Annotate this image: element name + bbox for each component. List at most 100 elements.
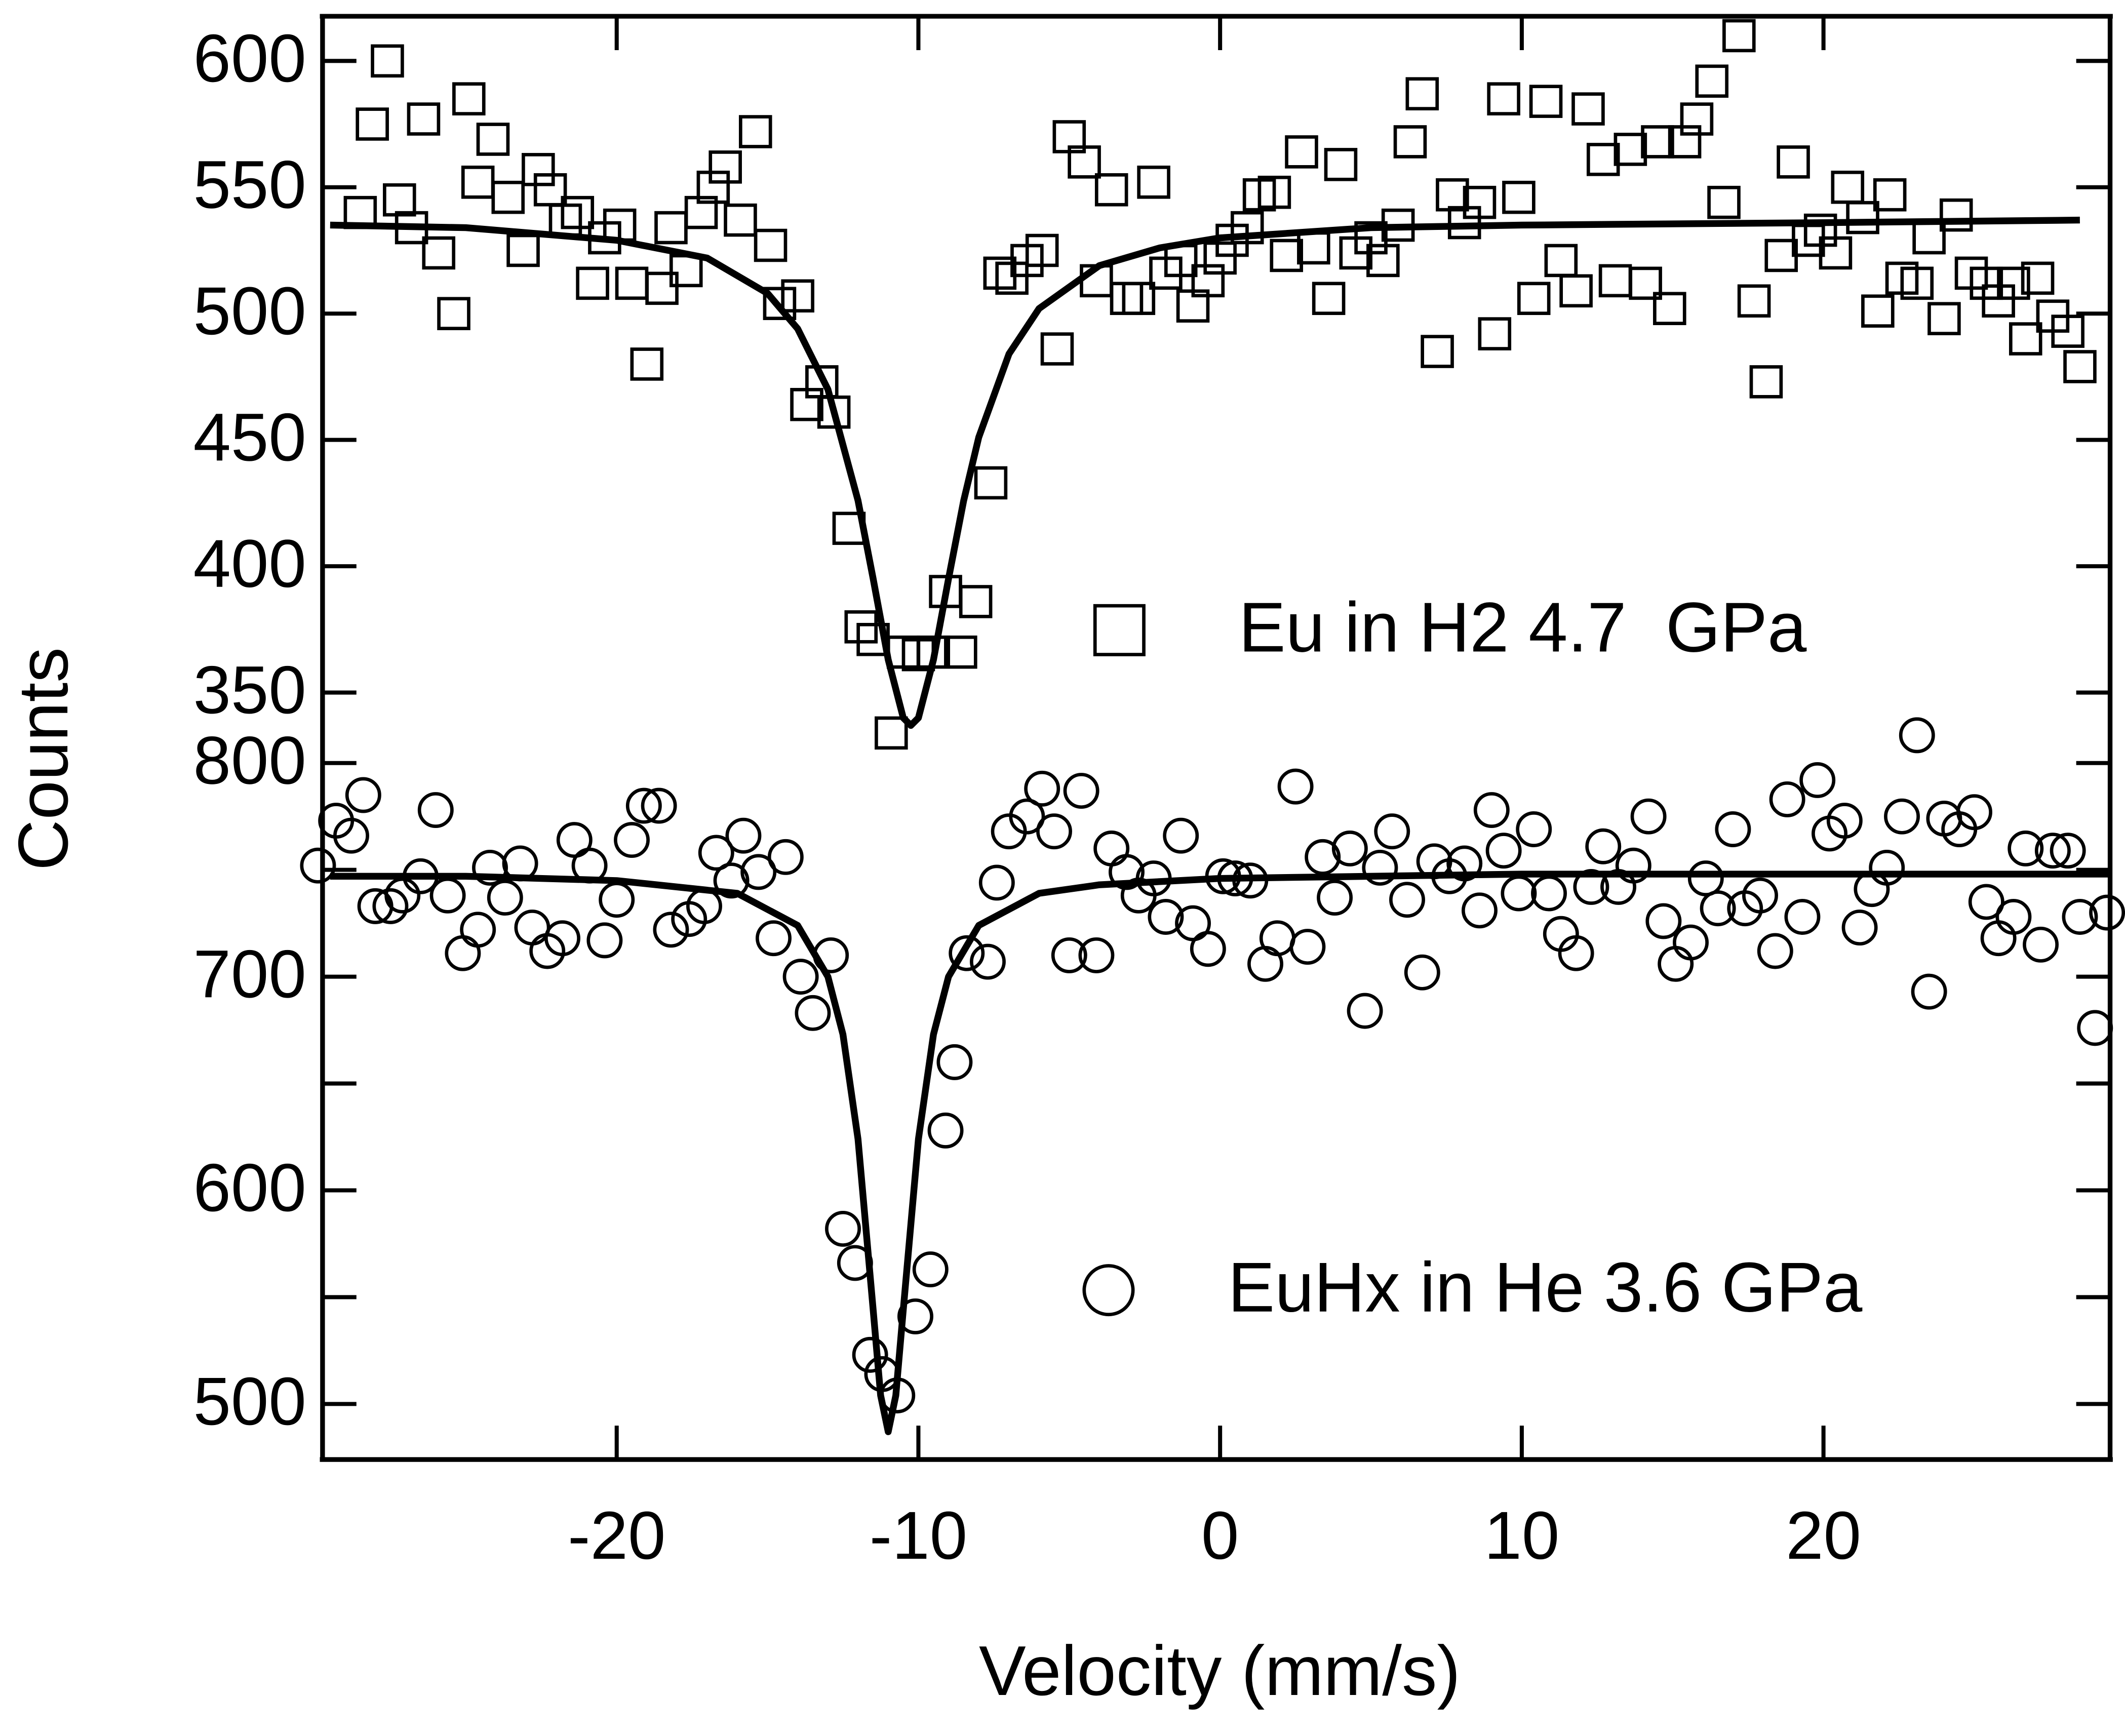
marker-square [781, 279, 814, 313]
marker-circle [333, 817, 369, 854]
marker-circle [725, 817, 762, 854]
marker-circle [949, 935, 985, 971]
marker-square [356, 107, 389, 141]
marker-circle [487, 880, 523, 916]
marker-square [1040, 332, 1074, 366]
marker-square [875, 716, 908, 750]
marker-square [1529, 85, 1563, 118]
marker-circle [970, 943, 1006, 980]
marker-square [2021, 261, 2055, 295]
marker-square [1366, 244, 1400, 278]
fit-line [330, 216, 2080, 729]
marker-square [1068, 145, 1101, 179]
marker-circle [1305, 839, 1341, 875]
x-axis-label: Velocity (mm/s) [979, 1632, 1461, 1710]
marker-circle [1769, 781, 1805, 817]
marker-circle [756, 920, 792, 957]
marker-square [522, 153, 555, 186]
marker-circle [1078, 937, 1115, 973]
marker-circle [1715, 811, 1751, 847]
marker-circle [1516, 811, 1552, 847]
marker-square [1231, 211, 1264, 245]
marker-square [1819, 236, 1853, 270]
marker-circle [912, 1251, 949, 1288]
marker-circle [1826, 803, 1863, 839]
marker-circle [625, 787, 662, 824]
y-tick-label: 600 [193, 1150, 306, 1226]
marker-circle [1869, 849, 1905, 886]
marker-circle [1673, 924, 1709, 961]
marker-square [959, 585, 993, 618]
marker-square [1653, 292, 1686, 326]
marker-circle [740, 854, 777, 890]
marker-circle [1331, 831, 1368, 866]
marker-circle [978, 864, 1015, 901]
marker-circle [2089, 894, 2125, 931]
marker-circle [782, 959, 819, 995]
marker-square [1122, 282, 1156, 315]
marker-circle [641, 787, 677, 824]
marker-circle [713, 862, 750, 899]
marker-square [1421, 335, 1454, 368]
marker-square [1707, 185, 1741, 219]
marker-square [407, 102, 441, 136]
marker-circle [2023, 926, 2059, 963]
marker-circle [1362, 849, 1398, 886]
marker-square [452, 82, 486, 115]
marker-circle [1347, 993, 1383, 1029]
marker-square [630, 347, 664, 381]
marker-square [1997, 266, 2030, 300]
marker-circle [1190, 931, 1226, 967]
marker-circle [2008, 831, 2044, 866]
legend-label: EuHx in He 3.6 GPa [1228, 1248, 1862, 1327]
marker-circle [345, 777, 381, 813]
marker-circle [1899, 717, 1935, 754]
marker-circle [698, 835, 734, 871]
marker-square [2063, 350, 2097, 383]
marker-square [974, 466, 1008, 500]
marker-circle [586, 922, 623, 959]
marker-circle [825, 1210, 861, 1247]
x-tick-label: 0 [1201, 1498, 1239, 1573]
marker-circle [1615, 847, 1651, 884]
marker-circle [1109, 854, 1145, 890]
marker-square [1970, 266, 2003, 300]
marker-circle [1063, 773, 1099, 809]
marker-circle [300, 847, 336, 884]
y-tick-label: 500 [193, 1364, 306, 1439]
marker-circle [767, 839, 804, 875]
marker-square [1312, 282, 1346, 315]
marker-circle [1277, 768, 1314, 805]
marker-square [1668, 125, 1702, 159]
marker-circle [1742, 877, 1778, 914]
marker-square [1927, 302, 1961, 335]
marker-circle [614, 822, 650, 858]
x-tick-label: 20 [1786, 1498, 1861, 1573]
marker-square [1900, 266, 1934, 300]
marker-circle [1968, 884, 2004, 920]
legend-marker [1093, 604, 1146, 656]
marker-square [2009, 322, 2042, 356]
marker-square [1737, 284, 1771, 318]
marker-square [1749, 365, 1783, 399]
marker-circle [2077, 1010, 2113, 1046]
marker-square [724, 203, 757, 237]
marker-square [763, 287, 797, 321]
marker-circle [1009, 798, 1045, 835]
marker-square [1502, 180, 1536, 214]
marker-circle [1148, 899, 1184, 935]
marker-square [383, 183, 416, 217]
marker-square [1846, 201, 1879, 234]
y-tick-label: 700 [193, 936, 306, 1012]
marker-circle [1446, 845, 1483, 882]
marker-square [684, 195, 718, 229]
marker-circle [1630, 798, 1667, 835]
marker-circle [1558, 935, 1594, 971]
marker-square [1025, 233, 1059, 267]
marker-square [1517, 282, 1551, 315]
marker-circle [1687, 860, 1724, 896]
y-axis-label: Counts [4, 647, 83, 871]
marker-square [1722, 19, 1756, 53]
